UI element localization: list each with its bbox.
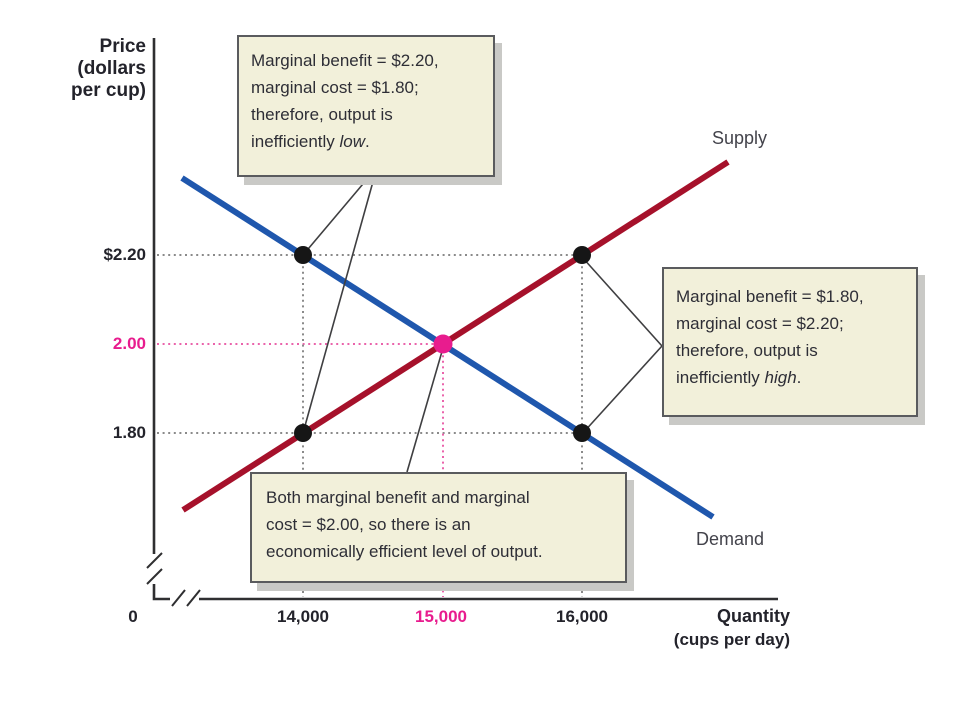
point-supply-14000 — [294, 424, 312, 442]
y-axis-title: Price (dollars per cup) — [71, 36, 146, 101]
x-axis-title: Quantity (cups per day) — [673, 606, 790, 649]
y-tick-180: 1.80 — [112, 423, 146, 442]
supply-curve-label: Supply — [712, 128, 768, 148]
demand-curve-label: Demand — [696, 529, 765, 549]
pointer-high-to-mc-icon — [581, 256, 663, 347]
pointer-low-to-mb-icon — [302, 177, 369, 256]
pointer-high-to-mb-icon — [581, 345, 663, 435]
point-equilibrium — [433, 334, 453, 354]
x-tick-15000: 15,000 — [415, 607, 467, 626]
x-tick-14000: 14,000 — [277, 607, 329, 626]
x-tick-16000: 16,000 — [556, 607, 608, 626]
y-tick-220: $2.20 — [103, 245, 146, 264]
x-axis-break-icon — [171, 589, 201, 607]
callout-inefficiently-high: Marginal benefit = $1.80, marginal cost … — [662, 267, 918, 417]
x-tick-0: 0 — [128, 607, 138, 626]
point-supply-16000 — [573, 246, 591, 264]
y-axis-break-icon — [146, 552, 163, 585]
pointer-efficient-icon — [406, 347, 444, 473]
axes-lines — [152, 38, 778, 601]
callout-efficient-output: Both marginal benefit and marginal cost … — [250, 472, 627, 583]
point-demand-16000 — [573, 424, 591, 442]
y-tick-200: 2.00 — [112, 334, 146, 353]
pointer-low-to-mc-icon — [302, 177, 375, 434]
supply-curve — [181, 159, 730, 513]
point-demand-14000 — [294, 246, 312, 264]
callout-inefficiently-low: Marginal benefit = $2.20, marginal cost … — [237, 35, 495, 177]
